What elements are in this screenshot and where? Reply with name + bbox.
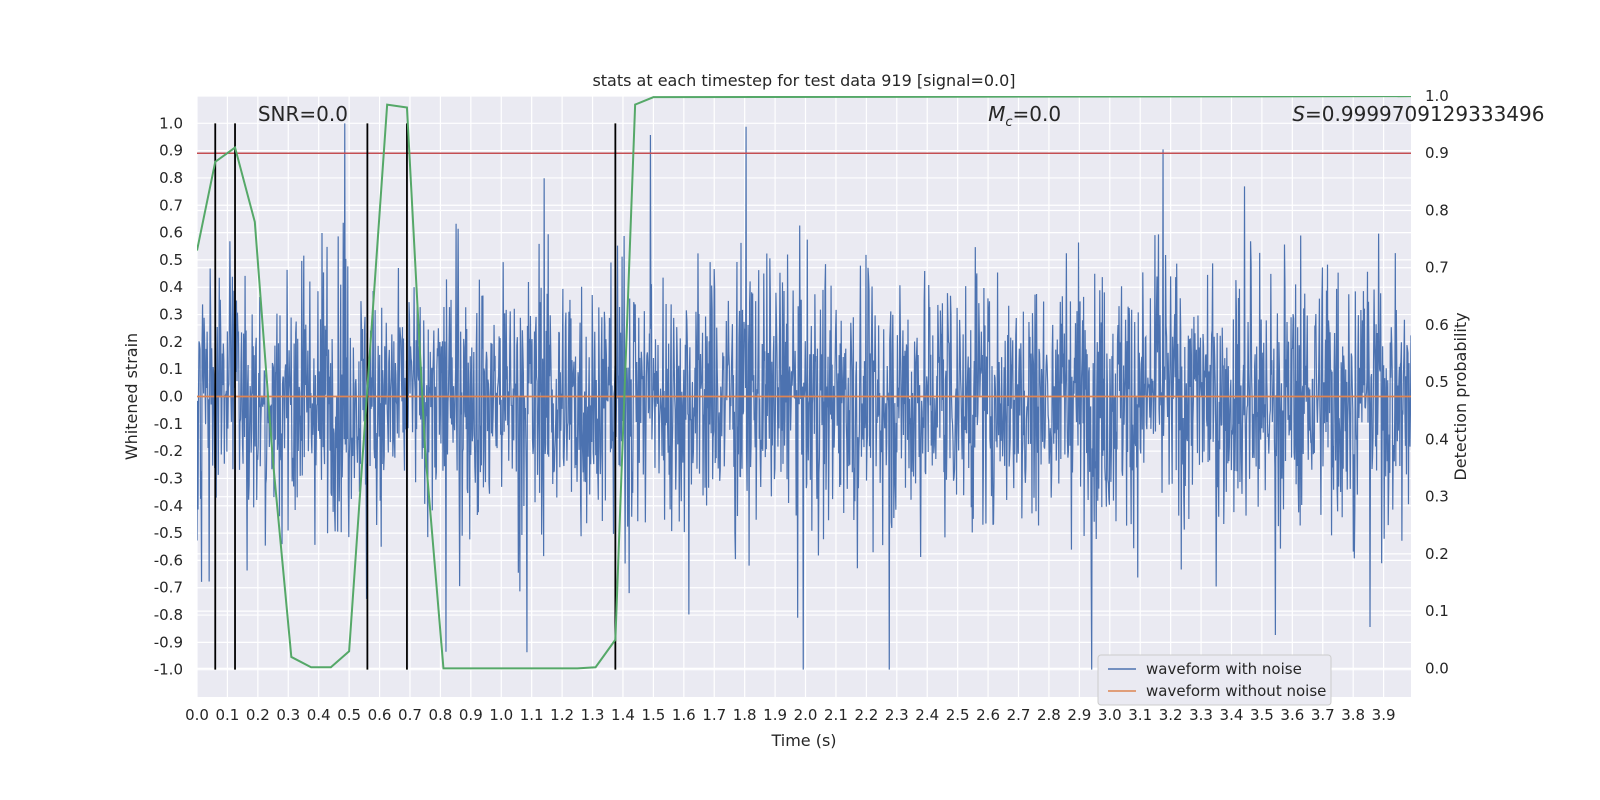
x-tick-label: 1.1	[520, 706, 544, 724]
y2-tick-label: 0.0	[1425, 659, 1449, 677]
y-tick-label: 0.8	[159, 169, 183, 187]
x-tick-label: 2.7	[1007, 706, 1031, 724]
y2-tick-label: 0.2	[1425, 545, 1449, 563]
y-tick-label: 0.9	[159, 142, 183, 160]
y2-tick-label: 0.5	[1425, 373, 1449, 391]
x-tick-label: 0.1	[215, 706, 239, 724]
x-tick-label: 0.8	[428, 706, 452, 724]
y-axis-label: Whitened strain	[122, 333, 141, 460]
x-tick-label: 0.6	[368, 706, 392, 724]
y2-tick-label: 1.0	[1425, 87, 1449, 105]
x-tick-label: 1.3	[581, 706, 605, 724]
y-tick-label: 0.0	[159, 388, 183, 406]
y2-tick-label: 0.1	[1425, 602, 1449, 620]
mc-annotation: Mc=0.0	[988, 102, 1061, 130]
legend-entry-clean: waveform without noise	[1146, 682, 1326, 700]
chart-title: stats at each timestep for test data 919…	[592, 71, 1015, 90]
legend: waveform with noise waveform without noi…	[1097, 654, 1332, 706]
y2-tick-label: 0.7	[1425, 259, 1449, 277]
x-tick-label: 0.9	[459, 706, 483, 724]
x-tick-label: 1.0	[489, 706, 513, 724]
x-tick-label: 1.5	[641, 706, 665, 724]
y-tick-label: 0.5	[159, 251, 183, 269]
snr-annotation: SNR=0.0	[258, 102, 348, 126]
y-tick-label: -0.7	[154, 579, 183, 597]
x-tick-label: 2.8	[1037, 706, 1061, 724]
x-tick-label: 1.6	[672, 706, 696, 724]
y-tick-label: -0.2	[154, 442, 183, 460]
mc-value: =0.0	[1012, 102, 1061, 126]
mc-symbol: M	[988, 102, 1005, 126]
y-tick-label: 0.1	[159, 360, 183, 378]
legend-box	[1097, 654, 1332, 706]
x-tick-label: 3.3	[1189, 706, 1213, 724]
y-tick-label: -0.3	[154, 469, 183, 487]
y-tick-label: -0.8	[154, 606, 183, 624]
x-tick-label: 1.9	[763, 706, 787, 724]
x-axis-label: Time (s)	[770, 731, 836, 750]
x-tick-label: 1.4	[611, 706, 635, 724]
x-tick-label: 2.9	[1067, 706, 1091, 724]
y-tick-label: 0.4	[159, 278, 183, 296]
x-tick-label: 3.7	[1311, 706, 1335, 724]
x-tick-label: 3.0	[1098, 706, 1122, 724]
x-tick-label: 2.2	[854, 706, 878, 724]
x-tick-label: 1.2	[550, 706, 574, 724]
s-annotation: S=0.9999709129333496	[1292, 102, 1544, 126]
x-tick-label: 1.8	[733, 706, 757, 724]
x-tick-label: 3.6	[1280, 706, 1304, 724]
x-tick-label: 3.5	[1250, 706, 1274, 724]
x-tick-label: 1.7	[702, 706, 726, 724]
x-tick-label: 3.9	[1372, 706, 1396, 724]
legend-entry-noisy: waveform with noise	[1146, 660, 1302, 678]
s-value: =0.9999709129333496	[1305, 102, 1544, 126]
y-tick-label: -0.5	[154, 524, 183, 542]
y-tick-label: 0.6	[159, 224, 183, 242]
x-tick-label: 0.3	[276, 706, 300, 724]
x-tick-label: 2.0	[794, 706, 818, 724]
x-tick-label: 2.3	[885, 706, 909, 724]
x-tick-label: 2.1	[824, 706, 848, 724]
y2-tick-label: 0.3	[1425, 488, 1449, 506]
x-tick-label: 2.4	[915, 706, 939, 724]
y-tick-label: -0.9	[154, 633, 183, 651]
detection-probability-line	[197, 96, 1411, 670]
x-tick-label: 2.6	[976, 706, 1000, 724]
mc-subscript: c	[1005, 115, 1012, 130]
x-tick-label: 3.1	[1128, 706, 1152, 724]
waveform-with-noise-line	[197, 123, 1411, 670]
y2-tick-label: 0.9	[1425, 144, 1449, 162]
series-layer	[197, 96, 1411, 670]
x-tick-label: 0.7	[398, 706, 422, 724]
s-symbol: S	[1292, 102, 1305, 126]
x-tick-label: 0.5	[337, 706, 361, 724]
y-tick-label: -1.0	[154, 661, 183, 679]
y2-tick-label: 0.4	[1425, 430, 1449, 448]
y-tick-label: 0.2	[159, 333, 183, 351]
y2-tick-label: 0.6	[1425, 316, 1449, 334]
x-tick-label: 0.4	[307, 706, 331, 724]
x-tick-label: 0.2	[246, 706, 270, 724]
y2-tick-label: 0.8	[1425, 201, 1449, 219]
y-tick-label: 0.7	[159, 196, 183, 214]
axes: 0.0 0.1 0.2 0.3 0.4 0.5 0.6 0.7 0.8 0.9 1.0 1.1 1.2 1…	[154, 87, 1449, 724]
y-tick-label: -0.4	[154, 497, 183, 515]
x-tick-label: 3.4	[1220, 706, 1244, 724]
y-tick-label: 0.3	[159, 306, 183, 324]
y-tick-label: -0.1	[154, 415, 183, 433]
x-tick-label: 3.2	[1159, 706, 1183, 724]
x-tick-label: 0.0	[185, 706, 209, 724]
y-tick-label: -0.6	[154, 551, 183, 569]
y-tick-label: 1.0	[159, 114, 183, 132]
y2-axis-label: Detection probability	[1451, 312, 1470, 480]
x-tick-label: 3.8	[1341, 706, 1365, 724]
x-tick-label: 2.5	[946, 706, 970, 724]
